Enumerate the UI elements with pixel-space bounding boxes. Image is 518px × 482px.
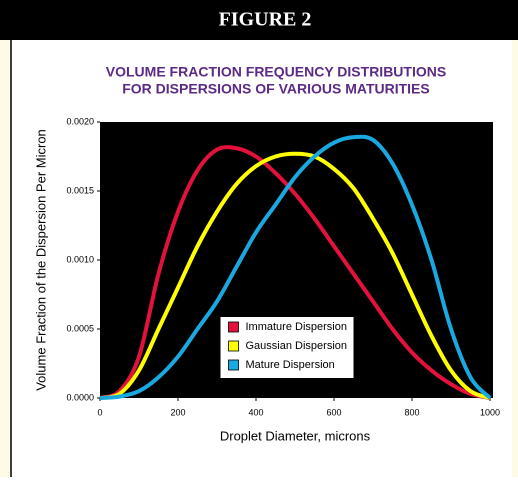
series-line xyxy=(99,134,492,400)
legend-swatch xyxy=(228,321,239,333)
y-tick-label: 0.0000 xyxy=(66,392,94,402)
x-tick-label: 800 xyxy=(404,407,419,417)
y-tick-label: 0.0015 xyxy=(66,185,94,195)
y-tick-label: 0.0020 xyxy=(66,116,94,126)
y-axis-label: Volume Fraction of the Dispersion Per Mi… xyxy=(33,129,48,391)
x-tick-label: 400 xyxy=(248,407,263,417)
chart-title: FOR DISPERSIONS OF VARIOUS MATURITIES xyxy=(122,81,430,97)
legend-label: Gaussian Dispersion xyxy=(246,340,348,352)
y-tick-label: 0.0005 xyxy=(66,323,94,333)
x-tick-label: 200 xyxy=(170,407,185,417)
series-line xyxy=(99,145,491,400)
legend-swatch xyxy=(228,359,239,371)
legend-box xyxy=(220,317,354,378)
banner xyxy=(0,0,518,40)
x-tick-label: 1000 xyxy=(480,407,500,417)
series-line xyxy=(99,151,491,400)
legend-label: Immature Dispersion xyxy=(246,321,347,333)
y-tick-label: 0.0010 xyxy=(66,254,94,264)
banner-title: FIGURE 2 xyxy=(219,9,312,31)
x-axis-label: Droplet Diameter, microns xyxy=(220,428,371,443)
x-tick-label: 600 xyxy=(326,407,341,417)
legend-label: Mature Dispersion xyxy=(246,359,335,371)
legend-swatch xyxy=(228,340,239,352)
x-tick-label: 0 xyxy=(97,407,102,417)
chart-title: VOLUME FRACTION FREQUENCY DISTRIBUTIONS xyxy=(106,64,446,80)
